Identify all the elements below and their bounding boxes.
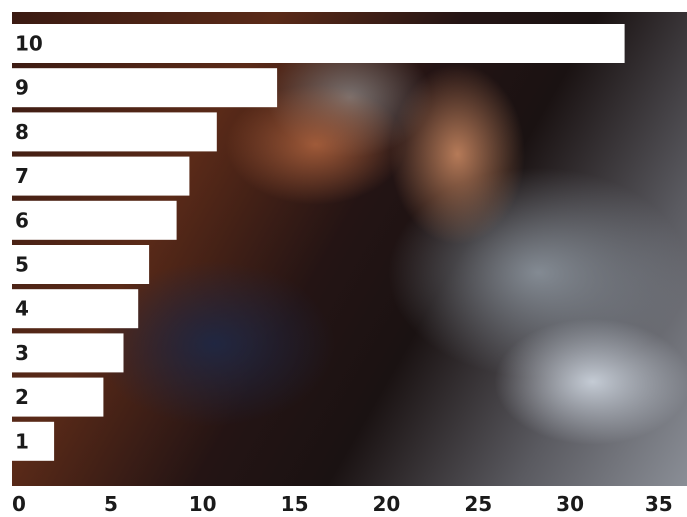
bar-label-3: 3 [15, 341, 29, 365]
x-axis: 0 5 10 15 20 25 30 35 [12, 492, 673, 516]
chart-plot-area: 10 9 8 7 6 5 4 3 2 1 [12, 12, 687, 486]
x-tick-label-15: 15 [281, 492, 309, 516]
bar-2 [12, 377, 104, 417]
x-tick-label-35: 35 [645, 492, 673, 516]
bar-3 [12, 333, 124, 373]
x-tick-label-25: 25 [464, 492, 492, 516]
bar-8 [12, 112, 217, 152]
bar-label-4: 4 [15, 297, 29, 321]
bar-label-1: 1 [15, 429, 29, 453]
x-tick-label-0: 0 [12, 492, 26, 516]
bar-6 [12, 200, 177, 240]
bar-10 [12, 24, 625, 63]
bars-layer: 10 9 8 7 6 5 4 3 2 1 [12, 24, 625, 461]
bar-9 [12, 68, 278, 108]
bar-1 [12, 421, 55, 461]
bar-label-9: 9 [15, 76, 29, 100]
x-tick-label-30: 30 [556, 492, 584, 516]
bar-label-10: 10 [15, 32, 43, 56]
x-tick-label-5: 5 [104, 492, 118, 516]
bar-label-8: 8 [15, 120, 29, 144]
bar-label-6: 6 [15, 208, 29, 232]
x-tick-label-10: 10 [189, 492, 217, 516]
bar-label-5: 5 [15, 253, 29, 277]
bar-7 [12, 156, 190, 196]
bar-label-7: 7 [15, 164, 29, 188]
bar-4 [12, 289, 139, 329]
x-tick-label-20: 20 [372, 492, 400, 516]
bar-label-2: 2 [15, 385, 29, 409]
bar-5 [12, 245, 150, 284]
